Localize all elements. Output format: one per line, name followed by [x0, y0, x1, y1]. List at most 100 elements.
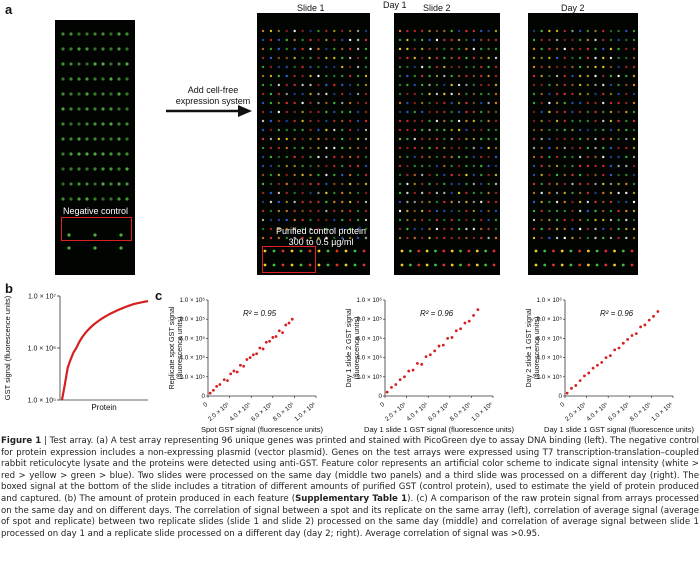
- array-spot: [632, 29, 636, 33]
- dna-spot: [101, 122, 105, 126]
- array-spot: [487, 137, 490, 141]
- array-spot: [348, 92, 352, 96]
- array-spot: [285, 173, 288, 177]
- x-tick-label: 2.0 × 10⁵: [207, 401, 231, 423]
- x-tick-label: 1.0 × 10⁶: [650, 401, 674, 423]
- array-spot: [356, 236, 360, 240]
- array-spot: [632, 146, 636, 150]
- control-spot: [326, 263, 330, 267]
- dna-spot: [109, 122, 113, 126]
- array-spot: [301, 38, 304, 42]
- array-spot: [571, 128, 574, 132]
- array-spot: [325, 74, 328, 78]
- array-spot: [540, 191, 543, 195]
- control-spot: [569, 249, 573, 253]
- array-spot: [555, 110, 559, 114]
- dna-spot: [109, 152, 113, 156]
- array-spot: [406, 29, 409, 33]
- array-spot: [341, 38, 344, 42]
- dna-spot: [125, 182, 129, 186]
- array-spot: [472, 137, 476, 141]
- control-spot: [552, 249, 555, 253]
- array-spot: [571, 236, 574, 240]
- array-spot: [586, 137, 590, 141]
- dna-spot: [117, 197, 121, 201]
- dna-spot: [101, 92, 105, 96]
- array-spot: [563, 209, 566, 213]
- y-tick-label: 8.0 × 10⁵: [536, 316, 562, 323]
- dna-spot: [109, 137, 113, 141]
- array-spot: [487, 47, 490, 51]
- array-spot: [348, 137, 352, 141]
- array-spot: [548, 74, 551, 78]
- array-spot: [443, 200, 446, 204]
- array-spot: [348, 74, 352, 78]
- caption-body: (a) A test array representing 96 unique …: [1, 436, 699, 504]
- array-spot: [269, 200, 273, 204]
- slide2-label: Slide 2: [423, 3, 451, 13]
- array-spot: [487, 128, 490, 132]
- array-spot: [480, 110, 483, 114]
- array-spot: [457, 218, 461, 222]
- array-spot: [563, 137, 566, 141]
- data-point: [428, 353, 432, 357]
- array-spot: [317, 137, 320, 141]
- array-spot: [586, 236, 590, 240]
- array-spot: [555, 164, 559, 168]
- dna-spot: [77, 47, 81, 51]
- array-spot: [398, 29, 402, 33]
- array-spot: [317, 65, 320, 69]
- dna-spot: [109, 182, 113, 186]
- array-spot: [398, 200, 402, 204]
- dna-spot: [61, 92, 65, 96]
- array-spot: [586, 47, 590, 51]
- array-spot: [413, 74, 416, 78]
- array-spot: [398, 164, 402, 168]
- control-spot: [400, 263, 404, 267]
- array-spot: [285, 110, 288, 114]
- array-spot: [487, 182, 490, 186]
- array-spot: [450, 227, 453, 231]
- array-spot: [317, 128, 320, 132]
- array-spot: [555, 209, 559, 213]
- array-spot: [301, 56, 304, 60]
- array-spot: [532, 110, 536, 114]
- array-spot: [420, 173, 424, 177]
- array-spot: [398, 92, 402, 96]
- array-spot: [586, 128, 590, 132]
- array-spot: [341, 155, 344, 159]
- dna-spot: [125, 152, 129, 156]
- array-spot: [594, 236, 597, 240]
- array-spot: [548, 173, 551, 177]
- array-spot: [617, 227, 620, 231]
- array-spot: [555, 236, 559, 240]
- dna-spot: [101, 47, 105, 51]
- array-spot: [309, 101, 312, 105]
- array-spot: [277, 155, 281, 159]
- array-spot: [602, 173, 605, 177]
- array-spot: [457, 155, 461, 159]
- dna-spot: [93, 197, 97, 201]
- dna-spot: [61, 197, 65, 201]
- array-spot: [602, 137, 605, 141]
- y-tick-label: 1.0 × 10⁵: [28, 398, 56, 405]
- dna-spot: [69, 122, 73, 126]
- array-spot: [586, 146, 590, 150]
- array-spot: [277, 191, 281, 195]
- array-spot: [578, 47, 582, 51]
- array-spot: [571, 65, 574, 69]
- dna-spot: [109, 62, 113, 66]
- array-spot: [465, 200, 468, 204]
- array-spot: [625, 164, 628, 168]
- array-spot: [586, 83, 590, 87]
- array-spot: [413, 137, 416, 141]
- array-spot: [325, 164, 328, 168]
- array-spot: [555, 182, 559, 186]
- y-axis-label-line2: (fluorescence units): [175, 317, 184, 380]
- control-spot: [552, 263, 555, 267]
- dna-spot: [69, 107, 73, 111]
- array-spot: [435, 209, 439, 213]
- array-spot: [406, 101, 409, 105]
- data-point: [600, 361, 604, 364]
- array-spot: [465, 128, 468, 132]
